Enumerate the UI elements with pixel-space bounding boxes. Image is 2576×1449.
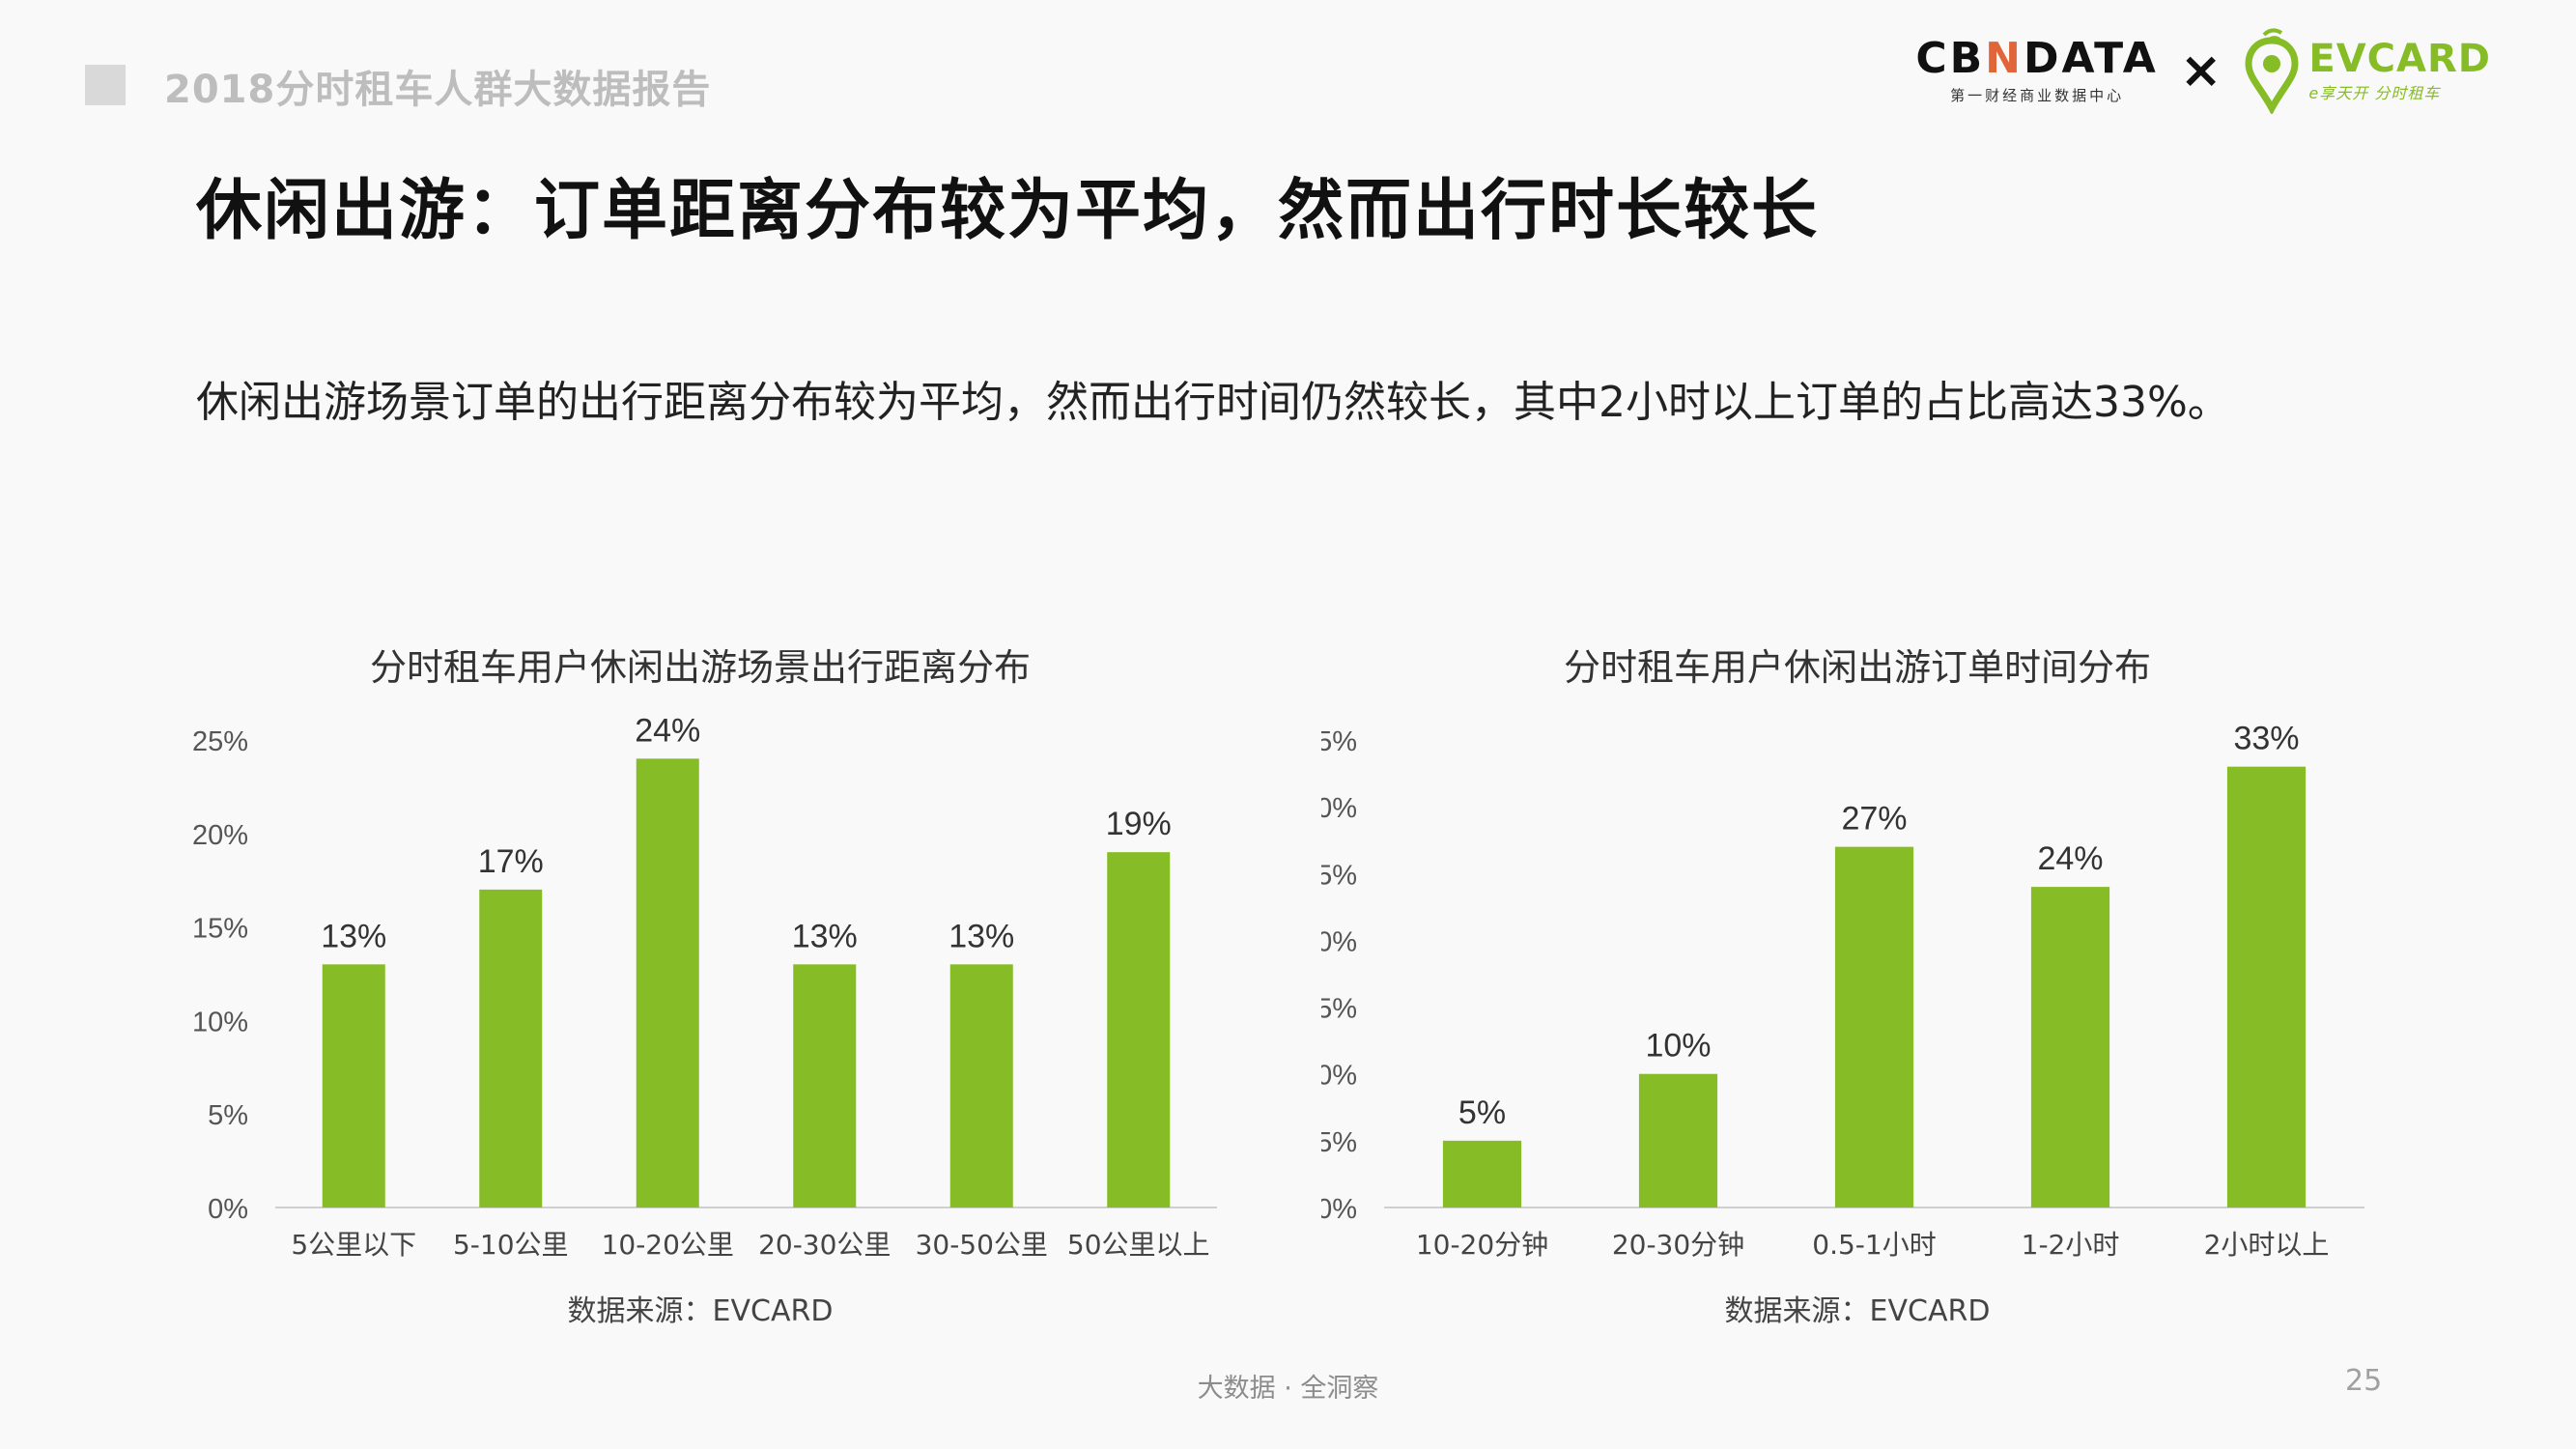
bar [949, 964, 1013, 1208]
x-tick-label: 1-2小时 [2022, 1229, 2120, 1261]
y-tick-label: 5% [208, 1100, 248, 1131]
y-tick-label: 10% [1321, 1061, 1357, 1092]
data-label: 17% [478, 843, 544, 880]
data-label: 5% [1458, 1094, 1506, 1131]
chart-plot: 0% 5% 10% 15% 20% 25% 30% 35% 5% 10-20分钟 10% 20-30分… [1321, 721, 2364, 1261]
x-tick-label: 0.5-1小时 [1812, 1229, 1936, 1261]
y-tick-label: 35% [1321, 726, 1357, 757]
data-label: 13% [792, 918, 858, 954]
report-title: 2018分时租车人群大数据报告 [164, 68, 712, 112]
data-label: 27% [1841, 801, 1907, 838]
evcard-subtitle: e享天开 分时租车 [2308, 84, 2441, 102]
x-tick-label: 30-50公里 [916, 1229, 1048, 1261]
y-tick-label: 10% [192, 1007, 248, 1037]
cbndata-word-a: CB [1915, 33, 1986, 83]
footer-tagline: 大数据 · 全洞察 [1197, 1374, 1379, 1404]
partnership-x-icon: × [2179, 42, 2222, 99]
page-number: 25 [2345, 1364, 2383, 1398]
x-tick-label: 5公里以下 [291, 1229, 416, 1261]
data-label: 19% [1106, 806, 1172, 842]
cbndata-subtitle: 第一财经商业数据中心 [1950, 86, 2125, 104]
y-tick-label: 15% [192, 914, 248, 945]
cbndata-word-n: N [1985, 33, 2024, 83]
bar [1834, 846, 1914, 1208]
x-tick-label: 20-30分钟 [1612, 1229, 1744, 1261]
y-tick-label: 5% [1321, 1127, 1357, 1158]
chart-source: 数据来源：EVCARD [1724, 1294, 1991, 1328]
page-title: 休闲出游：订单距离分布较为平均，然而出行时长较长 [196, 173, 1820, 249]
y-tick-label: 20% [192, 820, 248, 851]
y-tick-label: 0% [1321, 1194, 1357, 1225]
data-label: 33% [2233, 721, 2299, 757]
partner-logos: CBNDATA 第一财经商业数据中心 × EVCARD e享天开 分时租车 [1915, 27, 2491, 114]
x-tick-label: 5-10公里 [453, 1229, 569, 1261]
chart-source: 数据来源：EVCARD [567, 1294, 834, 1328]
bar [322, 964, 385, 1208]
data-label: 24% [2037, 840, 2103, 877]
cbndata-wordmark: CBNDATA [1915, 33, 2159, 83]
data-label: 10% [1645, 1028, 1711, 1065]
chart-title: 分时租车用户休闲出游订单时间分布 [1563, 646, 2151, 689]
bar [793, 964, 857, 1208]
page-subtitle: 休闲出游场景订单的出行距离分布较为平均，然而出行时间仍然较长，其中2小时以上订单… [196, 378, 2230, 427]
header-square-icon [85, 65, 126, 105]
y-tick-label: 15% [1321, 994, 1357, 1025]
chart-title: 分时租车用户休闲出游场景出行距离分布 [369, 646, 1031, 689]
bar [2226, 766, 2307, 1208]
bar [636, 758, 699, 1208]
x-tick-label: 2小时以上 [2204, 1229, 2330, 1261]
chart-plot: 0% 5% 10% 15% 20% 25% 13% 5公里以下 17% 5-10公里 24% 10-2… [192, 712, 1217, 1261]
y-tick-label: 30% [1321, 793, 1357, 824]
evcard-logo: EVCARD e享天开 分时租车 [2243, 27, 2491, 114]
bar [1442, 1140, 1522, 1208]
x-tick-label: 10-20分钟 [1416, 1229, 1548, 1261]
cbndata-logo: CBNDATA 第一财经商业数据中心 [1915, 33, 2159, 105]
evcard-pin-icon [2245, 28, 2299, 114]
cbndata-word-b: DATA [2024, 33, 2159, 83]
x-tick-label: 50公里以上 [1067, 1229, 1210, 1261]
x-tick-label: 10-20公里 [602, 1229, 734, 1261]
bar [2030, 887, 2110, 1208]
bar [1107, 852, 1171, 1208]
data-label: 13% [948, 918, 1014, 954]
y-tick-label: 0% [208, 1194, 248, 1225]
y-tick-label: 25% [1321, 860, 1357, 891]
x-tick-label: 20-30公里 [758, 1229, 891, 1261]
duration-distribution-chart: 分时租车用户休闲出游订单时间分布 0% 5% 10% 15% 20% 25% 30% 35% 5… [1321, 618, 2393, 1333]
distance-distribution-chart: 分时租车用户休闲出游场景出行距离分布 0% 5% 10% 15% 20% 25% 13% 5公… [164, 618, 1236, 1333]
data-label: 13% [321, 918, 386, 954]
bar [479, 889, 543, 1208]
y-tick-label: 25% [192, 726, 248, 757]
y-tick-label: 20% [1321, 926, 1357, 957]
bar [1638, 1073, 1718, 1208]
data-label: 24% [635, 712, 700, 749]
evcard-wordmark: EVCARD [2308, 37, 2491, 81]
